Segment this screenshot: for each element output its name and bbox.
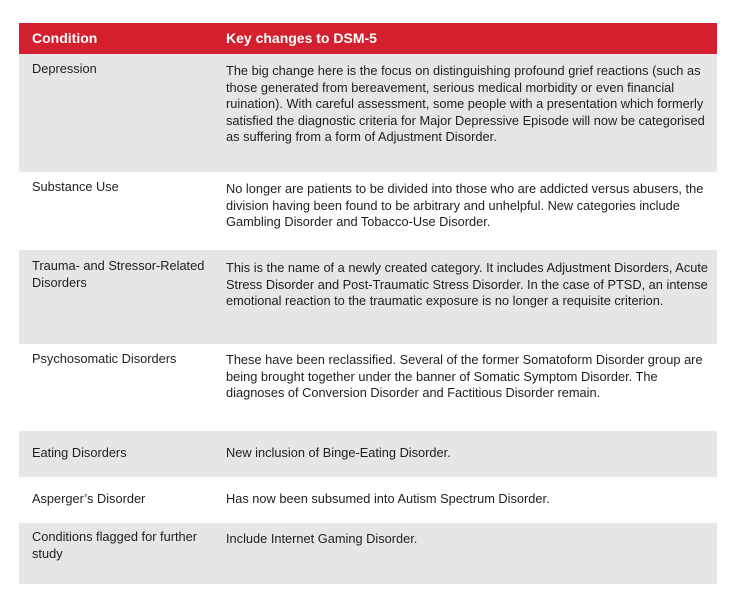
condition-text: Psychosomatic Disorders xyxy=(32,351,177,366)
table-row: Eating Disorders New inclusion of Binge-… xyxy=(19,431,717,477)
condition-cell: Depression xyxy=(19,54,213,172)
header-condition: Condition xyxy=(19,23,213,54)
description-cell: Include Internet Gaming Disorder. xyxy=(213,523,717,584)
condition-cell: Eating Disorders xyxy=(19,431,213,477)
description-cell: This is the name of a newly created cate… xyxy=(213,250,717,344)
condition-cell: Trauma- and Stressor-Related Disorders xyxy=(19,250,213,344)
description-cell: The big change here is the focus on dist… xyxy=(213,54,717,172)
condition-text: Substance Use xyxy=(32,179,119,194)
table-row: Conditions flagged for further study Inc… xyxy=(19,523,717,584)
description-text: This is the name of a newly created cate… xyxy=(226,260,709,308)
table-row: Psychosomatic Disorders These have been … xyxy=(19,344,717,431)
condition-cell: Conditions flagged for further study xyxy=(19,523,213,584)
condition-text: Trauma- and Stressor-Related Disorders xyxy=(32,258,205,290)
condition-text: Asperger’s Disorder xyxy=(32,491,146,506)
header-row: Condition Key changes to DSM-5 xyxy=(19,23,717,54)
table-row: Substance Use No longer are patients to … xyxy=(19,172,717,250)
description-text: Has now been subsumed into Autism Spectr… xyxy=(226,491,550,506)
dsm5-changes-table: Condition Key changes to DSM-5 Depressio… xyxy=(19,23,717,584)
condition-cell: Substance Use xyxy=(19,172,213,250)
header-key-changes: Key changes to DSM-5 xyxy=(213,23,717,54)
condition-cell: Asperger’s Disorder xyxy=(19,477,213,523)
condition-text: Depression xyxy=(32,61,97,76)
description-cell: Has now been subsumed into Autism Spectr… xyxy=(213,477,717,523)
description-text: New inclusion of Binge-Eating Disorder. xyxy=(226,445,451,460)
table-body: Depression The big change here is the fo… xyxy=(19,54,717,584)
description-cell: These have been reclassified. Several of… xyxy=(213,344,717,431)
description-cell: No longer are patients to be divided int… xyxy=(213,172,717,250)
description-text: Include Internet Gaming Disorder. xyxy=(226,531,418,546)
description-text: These have been reclassified. Several of… xyxy=(226,352,703,400)
table-row: Trauma- and Stressor-Related Disorders T… xyxy=(19,250,717,344)
condition-text: Conditions flagged for further study xyxy=(32,529,198,561)
description-text: No longer are patients to be divided int… xyxy=(226,181,704,229)
description-cell: New inclusion of Binge-Eating Disorder. xyxy=(213,431,717,477)
table-row: Depression The big change here is the fo… xyxy=(19,54,717,172)
description-text: The big change here is the focus on dist… xyxy=(226,63,705,144)
condition-cell: Psychosomatic Disorders xyxy=(19,344,213,431)
condition-text: Eating Disorders xyxy=(32,445,127,460)
table-row: Asperger’s Disorder Has now been subsume… xyxy=(19,477,717,523)
dsm5-changes-table-container: Condition Key changes to DSM-5 Depressio… xyxy=(19,23,717,584)
table-header: Condition Key changes to DSM-5 xyxy=(19,23,717,54)
